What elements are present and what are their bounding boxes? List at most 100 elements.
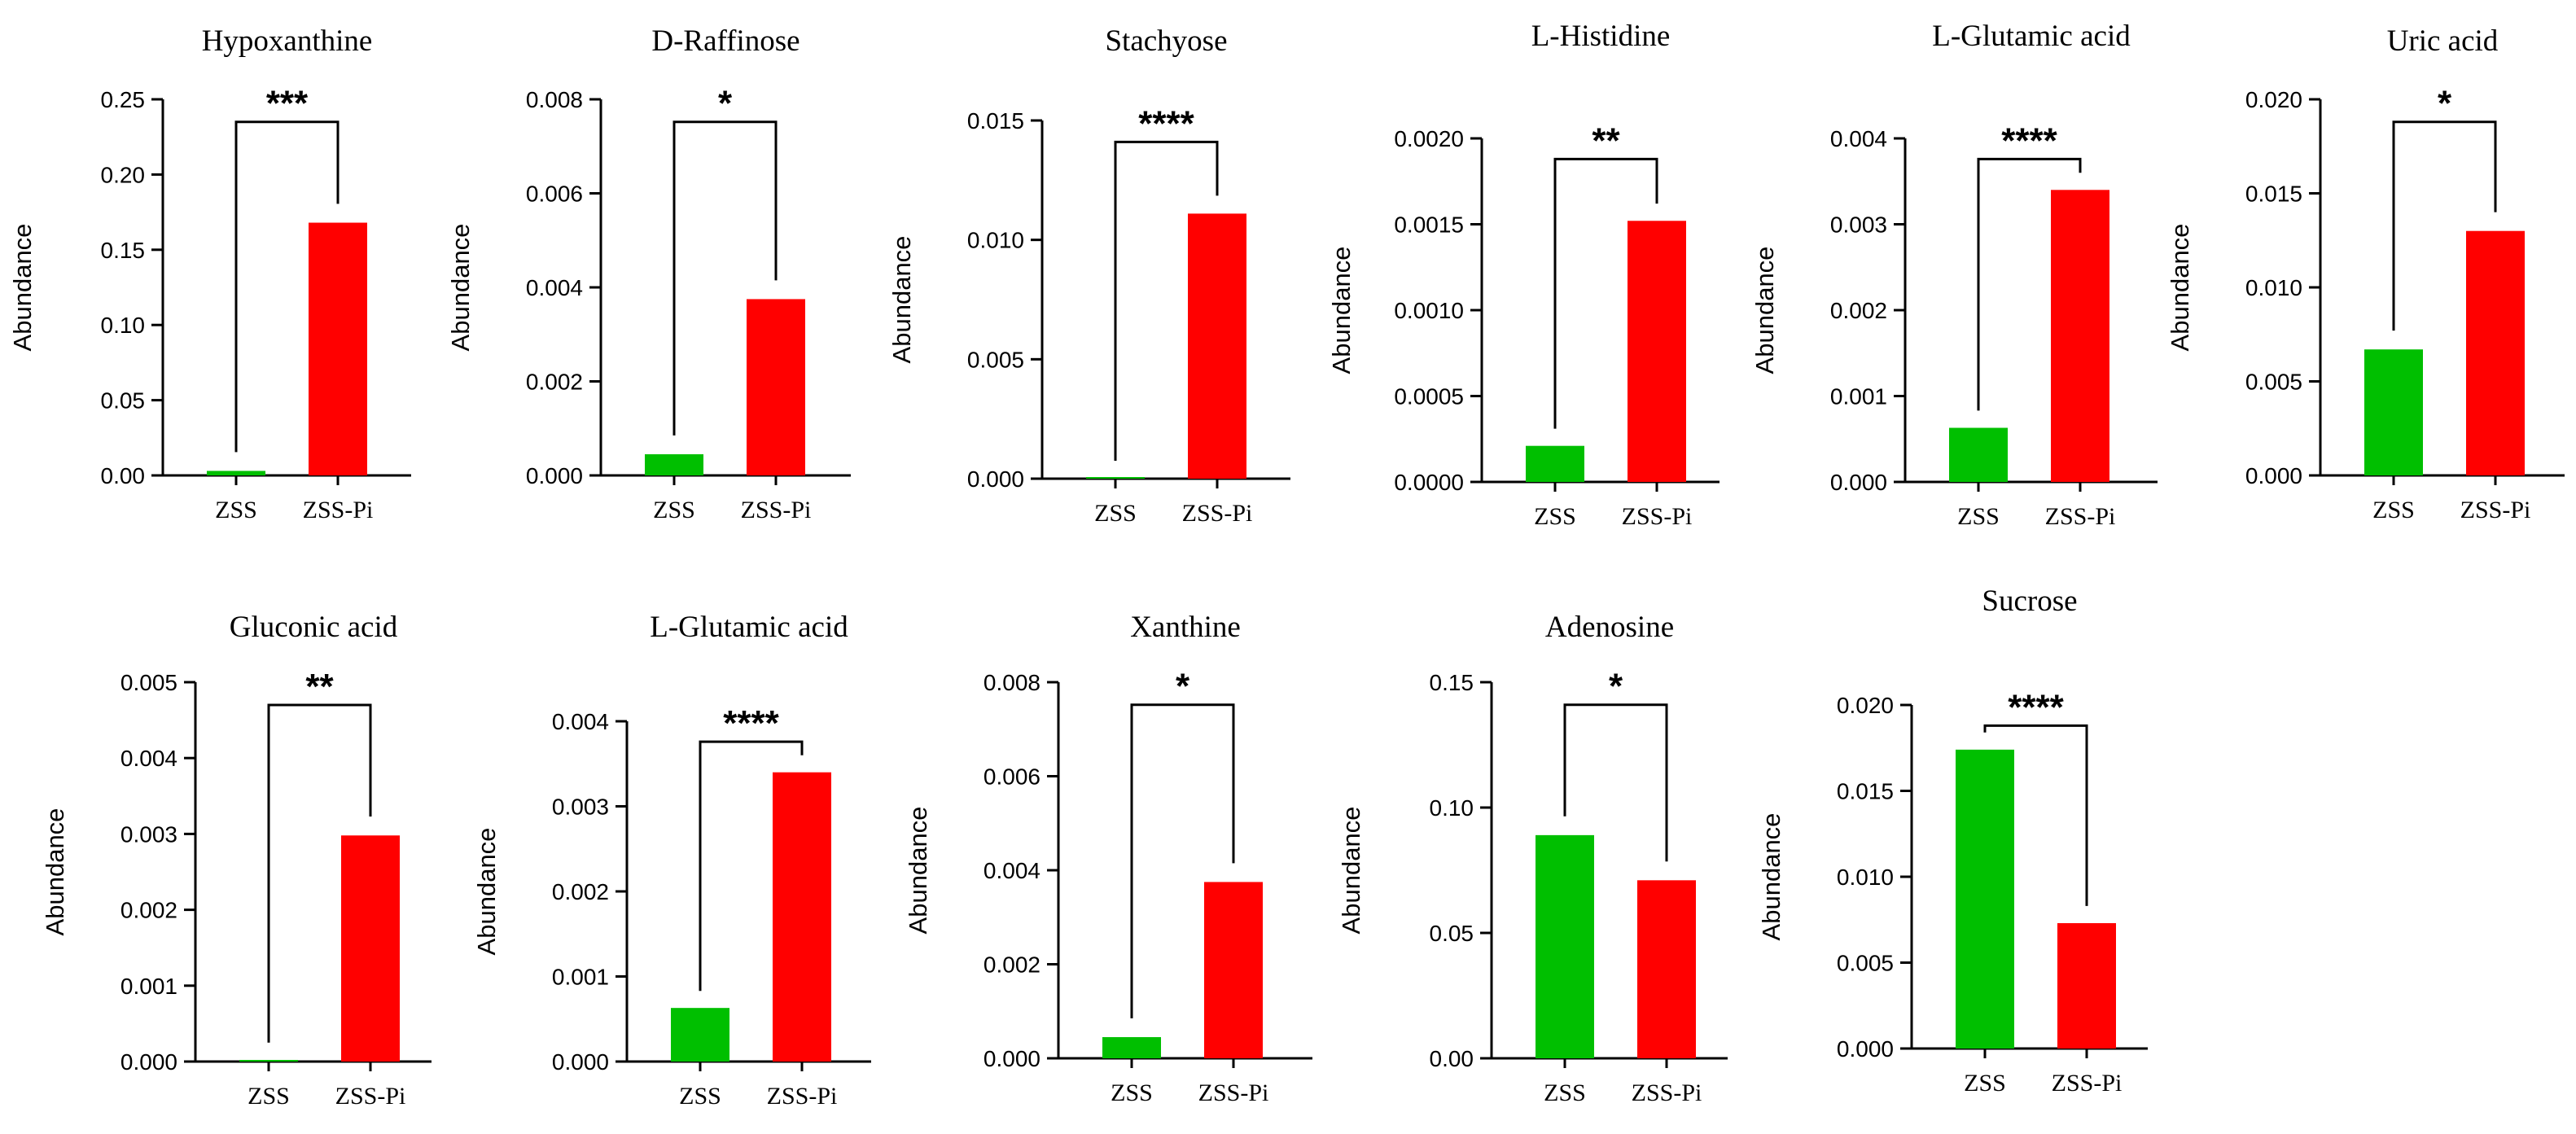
- y-axis-label: Abundance: [904, 807, 932, 935]
- x-tick-label: ZSS-Pi: [335, 1083, 406, 1110]
- y-tick-label: 0.005: [120, 670, 177, 695]
- y-tick-label: 0.015: [1837, 779, 1894, 804]
- chart-panel-11: Sucrose Abundance 0.000 0.005 0.010 0.015 0.02…: [1757, 585, 2148, 1097]
- significance-marker: **: [305, 667, 334, 707]
- chart-title: L-Glutamic acid: [650, 611, 848, 644]
- chart-panel-7: Gluconic acid Abundance 0.000 0.001 0.002 0.0…: [41, 611, 432, 1110]
- y-tick-label: 0.002: [984, 952, 1040, 978]
- y-tick-label: 0.000: [984, 1046, 1040, 1071]
- significance-marker: **: [1592, 120, 1620, 160]
- y-tick-label: 0.000: [120, 1049, 177, 1075]
- y-tick-label: 0.000: [552, 1049, 609, 1075]
- significance-marker: ****: [2008, 687, 2064, 727]
- bar-zss: [671, 1008, 729, 1062]
- y-tick-label: 0.001: [552, 965, 609, 990]
- y-tick-label: 0.002: [120, 898, 177, 923]
- chart-panel-5: L-Glutamic acid Abundance 0.000 0.001 0.002 0…: [1750, 20, 2158, 530]
- y-tick-label: 0.001: [1830, 384, 1887, 409]
- y-tick-label: 0.05: [1430, 921, 1474, 946]
- y-tick-label: 0.010: [1837, 865, 1894, 890]
- y-tick-label: 0.05: [101, 388, 146, 414]
- bar-zss: [2364, 349, 2423, 475]
- bar-zss-pi: [1188, 213, 1246, 479]
- chart-panel-6: Uric acid Abundance 0.000 0.005 0.010 0.015 0.…: [2166, 24, 2565, 523]
- x-tick-label: ZSS: [1964, 1070, 2006, 1097]
- significance-bracket: [2392, 120, 2497, 331]
- y-tick-label: 0.003: [1830, 212, 1887, 238]
- y-axis-label: Abundance: [41, 808, 69, 936]
- y-tick-label: 0.20: [101, 162, 146, 187]
- significance-bracket: [1563, 703, 1668, 862]
- y-tick-label: 0.00: [1430, 1046, 1474, 1071]
- y-tick-label: 0.004: [1830, 126, 1887, 151]
- y-axis-label: Abundance: [472, 828, 501, 956]
- chart-title: Stachyose: [1105, 24, 1227, 58]
- significance-bracket: [267, 703, 372, 1043]
- x-tick-label: ZSS-Pi: [1632, 1079, 1702, 1106]
- y-tick-label: 0.015: [2245, 182, 2302, 207]
- significance-bracket: [1130, 703, 1235, 1018]
- bar-zss: [1949, 427, 2008, 482]
- x-tick-label: ZSS-Pi: [1622, 503, 1693, 530]
- x-tick-label: ZSS: [215, 497, 257, 523]
- y-tick-label: 0.0000: [1394, 470, 1464, 495]
- y-tick-label: 0.000: [2245, 463, 2302, 488]
- y-tick-label: 0.003: [120, 821, 177, 847]
- y-tick-label: 0.008: [984, 670, 1040, 695]
- chart-title: Xanthine: [1130, 611, 1241, 644]
- y-tick-label: 0.25: [101, 87, 146, 112]
- significance-marker: *: [1609, 667, 1623, 707]
- significance-bracket: [699, 740, 804, 992]
- chart-panel-8: L-Glutamic acid Abundance 0.000 0.001 0.002 0…: [472, 611, 871, 1110]
- chart-title: Gluconic acid: [230, 611, 398, 644]
- bar-zss-pi: [1204, 882, 1263, 1058]
- y-tick-label: 0.0015: [1394, 212, 1464, 238]
- chart-title: Hypoxanthine: [202, 24, 373, 58]
- y-tick-label: 0.000: [526, 463, 583, 488]
- y-axis-label: Abundance: [887, 236, 916, 364]
- y-tick-label: 0.004: [552, 709, 609, 734]
- y-axis-label: Abundance: [1757, 813, 1785, 941]
- bar-zss: [207, 471, 265, 475]
- x-tick-label: ZSS: [2372, 497, 2415, 523]
- y-axis-label: Abundance: [1750, 247, 1779, 374]
- y-tick-label: 0.001: [120, 974, 177, 999]
- bar-zss-pi: [1637, 880, 1696, 1058]
- x-tick-label: ZSS-Pi: [2045, 503, 2116, 530]
- y-tick-label: 0.15: [1430, 670, 1474, 695]
- bar-zss-pi: [1628, 221, 1686, 482]
- chart-panel-1: Hypoxanthine Abundance 0.00 0.05 0.10 0.15 0.2…: [8, 24, 411, 523]
- x-tick-label: ZSS: [248, 1083, 290, 1110]
- y-tick-label: 0.005: [2245, 370, 2302, 395]
- significance-marker: ***: [266, 84, 309, 124]
- y-tick-label: 0.005: [967, 347, 1024, 372]
- chart-panel-2: D-Raffinose Abundance 0.000 0.002 0.004 0.006…: [446, 24, 851, 523]
- bar-zss: [239, 1060, 298, 1062]
- y-axis-label: Abundance: [446, 224, 475, 352]
- y-tick-label: 0.0020: [1394, 126, 1464, 151]
- y-tick-label: 0.10: [1430, 795, 1474, 821]
- x-tick-label: ZSS-Pi: [2052, 1070, 2123, 1097]
- chart-panel-3: Stachyose Abundance 0.000 0.005 0.010 0.015 ZS…: [887, 24, 1290, 527]
- x-tick-label: ZSS-Pi: [1182, 500, 1253, 527]
- y-axis-label: Abundance: [8, 224, 37, 352]
- y-axis-label: Abundance: [1327, 247, 1356, 374]
- y-tick-label: 0.020: [1837, 693, 1894, 718]
- y-tick-label: 0.004: [984, 858, 1040, 883]
- chart-title: Adenosine: [1545, 611, 1674, 644]
- y-tick-label: 0.002: [1830, 298, 1887, 323]
- y-tick-label: 0.0005: [1394, 384, 1464, 409]
- y-tick-label: 0.015: [967, 108, 1024, 134]
- significance-bracket: [234, 120, 340, 453]
- bar-zss-pi: [2057, 922, 2116, 1049]
- y-tick-label: 0.006: [984, 764, 1040, 790]
- y-tick-label: 0.008: [526, 87, 583, 112]
- x-tick-label: ZSS-Pi: [1198, 1079, 1269, 1106]
- x-tick-label: ZSS-Pi: [303, 497, 374, 523]
- y-axis-label: Abundance: [2166, 224, 2194, 352]
- chart-title: L-Glutamic acid: [1932, 20, 2131, 53]
- significance-bracket: [1983, 724, 2088, 906]
- y-tick-label: 0.004: [120, 746, 177, 771]
- y-tick-label: 0.002: [526, 370, 583, 395]
